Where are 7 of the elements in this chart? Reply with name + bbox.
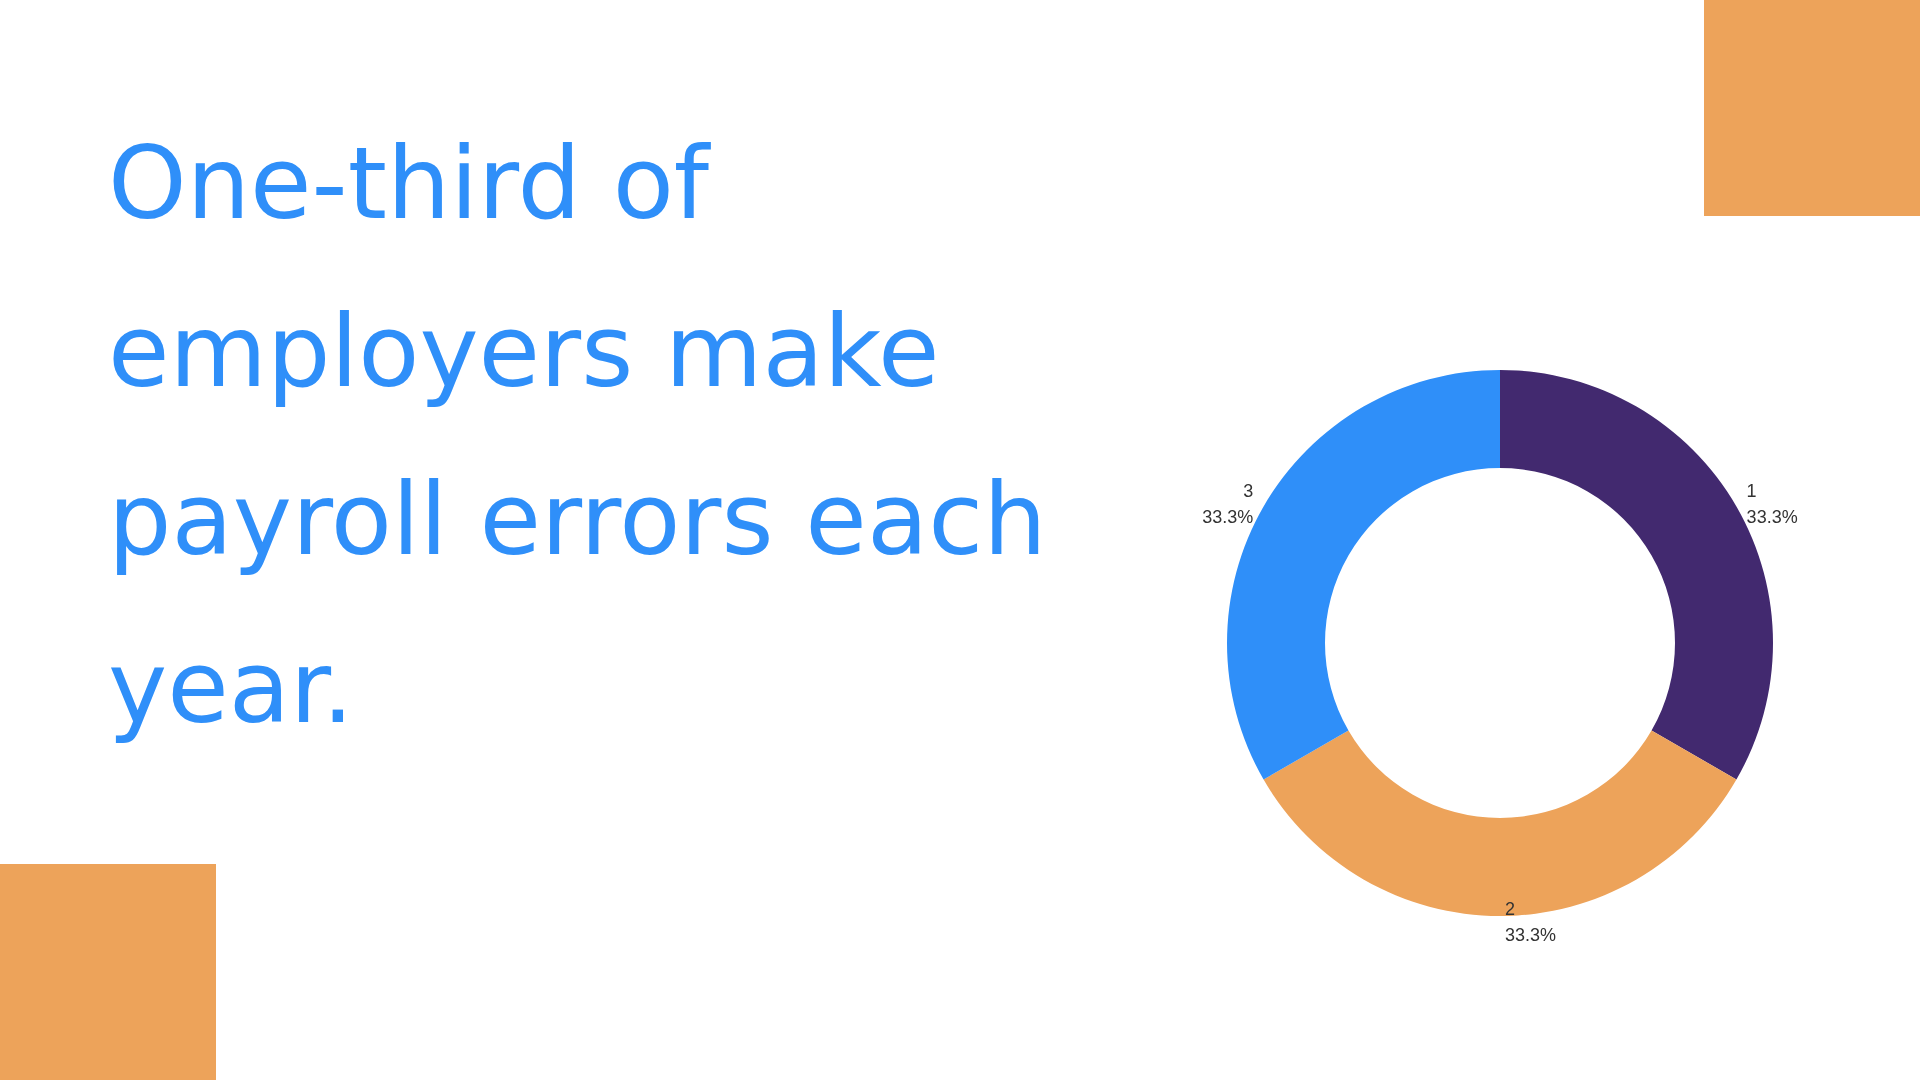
slice-label: 3	[1243, 480, 1254, 501]
slice-label: 2	[1505, 899, 1516, 919]
data-label: 33.3%	[1202, 506, 1254, 527]
data-label: 33.3%	[1746, 506, 1798, 527]
chart-title: One-third of employers make payroll errors each year.	[108, 125, 1047, 746]
slice-label: 1	[1746, 480, 1757, 501]
data-label: 33.3%	[1505, 925, 1557, 945]
